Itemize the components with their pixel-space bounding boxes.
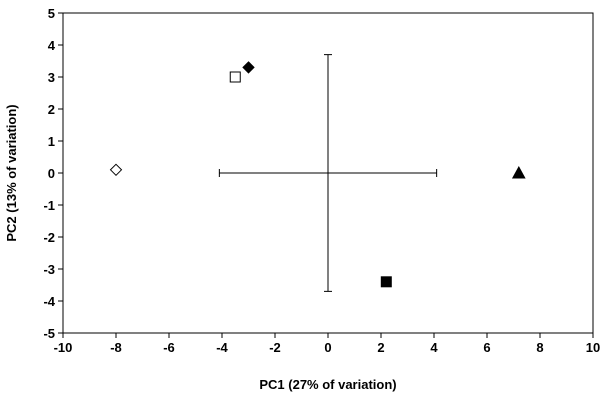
x-tick-label: 10 (586, 340, 600, 355)
x-tick-label: -6 (163, 340, 175, 355)
y-tick-label: 0 (48, 166, 55, 181)
x-tick-label: -4 (216, 340, 228, 355)
x-tick-label: 6 (483, 340, 490, 355)
y-axis-title: PC2 (13% of variation) (4, 104, 19, 241)
x-tick-label: 2 (377, 340, 384, 355)
x-tick-label: 8 (536, 340, 543, 355)
point (380, 276, 392, 288)
y-tick-label: -1 (43, 198, 55, 213)
point (229, 71, 241, 83)
y-tick-label: -5 (43, 326, 55, 341)
y-tick-label: 3 (48, 70, 55, 85)
y-tick-label: -2 (43, 230, 55, 245)
x-axis-title: PC1 (27% of variation) (259, 377, 396, 392)
x-tick-label: -10 (54, 340, 73, 355)
x-tick-label: -2 (269, 340, 281, 355)
x-tick-label: 4 (430, 340, 438, 355)
y-tick-label: 2 (48, 102, 55, 117)
point (242, 61, 255, 74)
y-tick-label: 4 (48, 38, 56, 53)
point (109, 163, 123, 177)
point (511, 165, 526, 179)
x-tick-label: 0 (324, 340, 331, 355)
x-tick-label: -8 (110, 340, 122, 355)
y-tick-label: -3 (43, 262, 55, 277)
y-tick-label: -4 (43, 294, 55, 309)
error-bar-y (324, 54, 332, 292)
y-tick-label: 1 (48, 134, 55, 149)
y-tick-label: 5 (48, 6, 55, 21)
